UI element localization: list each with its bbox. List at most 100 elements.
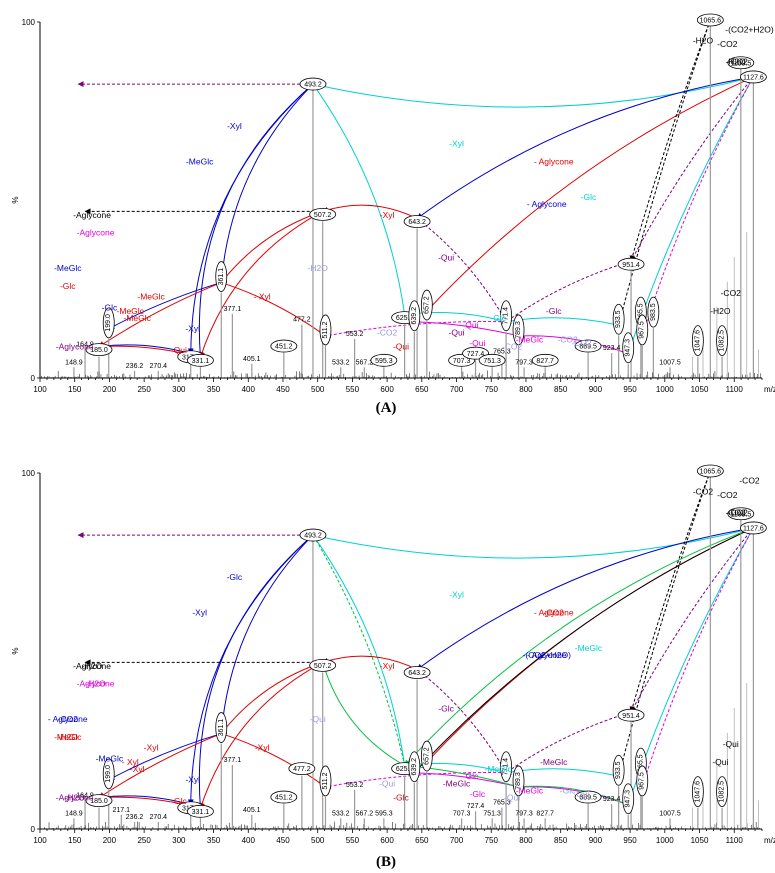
peak-label: 148.9 xyxy=(65,359,83,366)
y-axis-label: % xyxy=(11,196,20,203)
peak-label: 477.2 xyxy=(293,317,311,324)
loss-annotation: -Qui xyxy=(438,253,454,263)
svg-text:477.2: 477.2 xyxy=(293,766,311,773)
peak-label-circled: 933.5 xyxy=(612,754,625,786)
loss-annotation: -Xyl xyxy=(227,121,242,131)
loss-annotation: -Glc xyxy=(171,796,187,806)
loss-annotation: -MeGlc xyxy=(540,757,568,767)
loss-annotation: -Xyl xyxy=(185,324,200,334)
peak-label: 217.1 xyxy=(113,807,131,814)
peak-label: 377.1 xyxy=(224,306,242,313)
peak-label: 751.3 xyxy=(483,810,501,817)
loss-annotation: - Aglycone xyxy=(534,156,574,166)
peak-label-circled: 1047.6 xyxy=(691,325,704,357)
x-tick-label: 800 xyxy=(519,385,533,394)
peak-label: 377.1 xyxy=(224,757,242,764)
svg-text:451.2: 451.2 xyxy=(275,795,293,802)
peak-label-circled: 477.2 xyxy=(288,762,316,775)
svg-text:1082.5: 1082.5 xyxy=(719,330,726,352)
peak-label-circled: 511.2 xyxy=(319,765,332,797)
peak-label: 1007.5 xyxy=(659,810,681,817)
loss-annotation: -H2O xyxy=(693,35,714,45)
svg-text:361.1: 361.1 xyxy=(218,268,225,286)
loss-annotation: -Aglycone xyxy=(77,679,115,689)
loss-annotation: -CO2 xyxy=(693,486,714,496)
svg-text:511.2: 511.2 xyxy=(322,772,329,789)
loss-annotation: -CO2 xyxy=(717,490,738,500)
x-tick-label: 1000 xyxy=(656,836,674,845)
loss-annotation: -MeGlc xyxy=(484,764,512,774)
loss-annotation: -CO2 xyxy=(739,476,760,486)
loss-annotation: -Xyl xyxy=(192,607,207,617)
loss-annotation: -H2O xyxy=(85,679,106,689)
svg-text:625.2: 625.2 xyxy=(396,766,414,773)
fragmentation-arrow xyxy=(187,83,314,355)
svg-text:199.0: 199.0 xyxy=(105,314,112,332)
loss-annotation: -Qui xyxy=(171,345,187,355)
loss-annotation: - Xyl xyxy=(122,757,139,767)
peak-label: 270.4 xyxy=(150,814,168,821)
peak-label-circled: 643.2 xyxy=(403,666,431,679)
fragmentation-arrow xyxy=(416,527,754,670)
fragmentation-arrow xyxy=(312,534,406,766)
x-tick-label: 750 xyxy=(485,836,499,845)
fragmentation-arrow xyxy=(416,669,507,774)
fragmentation-arrow xyxy=(220,661,323,735)
peak-label-circled: 493.2 xyxy=(299,528,327,542)
x-tick-label: 400 xyxy=(242,836,256,845)
loss-annotation: -Glc xyxy=(470,789,486,799)
svg-text:657.2: 657.2 xyxy=(423,747,430,765)
loss-annotation: -Glc xyxy=(490,313,506,323)
peak-label-circled: 451.2 xyxy=(270,339,298,353)
x-tick-label: 350 xyxy=(207,385,221,394)
peak-label: 533.2 xyxy=(332,359,350,366)
svg-text:933.5: 933.5 xyxy=(615,310,622,328)
loss-annotation: -H2O xyxy=(725,57,746,67)
svg-text:967.5: 967.5 xyxy=(639,321,646,339)
peak-label-circled: 967.5 xyxy=(636,765,649,797)
peak-labels-b: 148.9164.9185.0199.0217.1236.2270.4317.1… xyxy=(65,464,767,821)
fragmentation-arrow xyxy=(617,470,711,777)
y-tick-label: 100 xyxy=(22,18,36,27)
peak-label-circled: 595.3 xyxy=(370,353,398,367)
loss-annotation: -MeGlc xyxy=(575,643,603,653)
svg-text:965.5: 965.5 xyxy=(637,754,644,772)
x-tick-label: 750 xyxy=(485,385,499,394)
fragmentation-arrow xyxy=(108,282,222,330)
loss-annotation: -Glc xyxy=(102,302,118,312)
fragmentation-arrow xyxy=(641,527,754,788)
loss-annotation: -MeGlc xyxy=(54,732,82,742)
svg-text:199.0: 199.0 xyxy=(105,765,112,783)
y-tick-label: 100 xyxy=(22,469,36,478)
svg-text:511.2: 511.2 xyxy=(322,321,329,338)
loss-annotation: -Glc xyxy=(438,704,454,714)
peak-label: 533.2 xyxy=(332,810,350,817)
fragmentation-arrow xyxy=(413,769,519,788)
fragmentation-arrow xyxy=(187,534,314,806)
svg-text:331.1: 331.1 xyxy=(192,809,210,816)
svg-text:947.3: 947.3 xyxy=(625,790,632,808)
peak-label-circled: 507.2 xyxy=(309,207,337,221)
x-tick-label: 850 xyxy=(554,385,568,394)
svg-text:185.0: 185.0 xyxy=(90,798,108,805)
svg-text:1047.6: 1047.6 xyxy=(694,330,701,352)
fragmentation-arrow xyxy=(630,527,754,713)
loss-annotation: -Glc xyxy=(463,771,479,781)
peak-label-circled: 451.2 xyxy=(270,790,298,804)
x-axis-label: m/z xyxy=(764,836,775,845)
peak-label-circled: 827.7 xyxy=(531,353,559,367)
loss-annotation: -Aglycone xyxy=(56,793,94,803)
loss-annotation: -CO2 xyxy=(544,607,565,617)
loss-annotation: -CO2 xyxy=(58,714,79,724)
peak-label-circled: 771.4 xyxy=(500,300,513,332)
loss-annotation: -H2O xyxy=(710,306,731,316)
loss-annotation: -Qui xyxy=(449,327,465,337)
fragmentation-arrow xyxy=(108,733,222,781)
peak-label-circled: 951.4 xyxy=(617,257,645,271)
loss-annotation: -CO2 xyxy=(728,508,749,518)
peak-label: 270.4 xyxy=(150,363,168,370)
fragmentation-arrow xyxy=(322,204,418,219)
svg-text:1065.6: 1065.6 xyxy=(700,469,722,476)
svg-text:493.2: 493.2 xyxy=(304,82,322,89)
